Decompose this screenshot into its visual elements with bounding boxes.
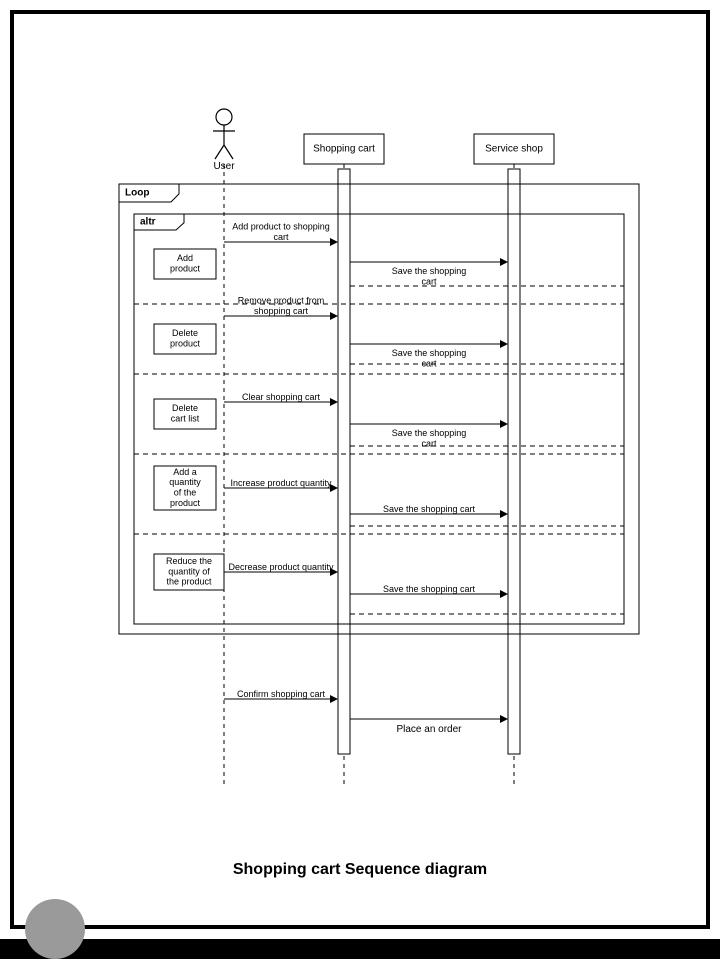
svg-text:Remove product from: Remove product from xyxy=(238,296,325,306)
svg-text:Reduce the: Reduce the xyxy=(166,556,212,566)
svg-text:Loop: Loop xyxy=(125,188,149,199)
svg-text:Add: Add xyxy=(177,253,193,263)
svg-text:Increase product quantity: Increase product quantity xyxy=(230,478,332,488)
svg-text:product: product xyxy=(170,498,201,508)
svg-text:quantity of: quantity of xyxy=(168,566,210,576)
svg-text:of the: of the xyxy=(174,488,197,498)
svg-text:Save the shopping: Save the shopping xyxy=(392,348,467,358)
svg-text:Shopping cart: Shopping cart xyxy=(313,144,375,155)
svg-text:Save the shopping cart: Save the shopping cart xyxy=(383,584,476,594)
svg-text:product: product xyxy=(170,264,201,274)
svg-text:Service shop: Service shop xyxy=(485,144,543,155)
sequence-diagram-svg: User Shopping cart Service shop Loop altr Add… xyxy=(14,14,706,925)
svg-text:Save the shopping: Save the shopping xyxy=(392,266,467,276)
svg-text:cart: cart xyxy=(273,232,289,242)
svg-text:Delete: Delete xyxy=(172,328,198,338)
svg-text:Add a: Add a xyxy=(173,467,197,477)
svg-text:Delete: Delete xyxy=(172,403,198,413)
svg-text:quantity: quantity xyxy=(169,477,201,487)
svg-text:cart list: cart list xyxy=(171,414,200,424)
svg-text:cart: cart xyxy=(421,358,437,368)
svg-text:shopping cart: shopping cart xyxy=(254,306,309,316)
svg-text:Place an order: Place an order xyxy=(396,724,462,735)
svg-text:cart: cart xyxy=(421,438,437,448)
svg-text:Clear shopping cart: Clear shopping cart xyxy=(242,392,321,402)
grey-knob xyxy=(25,899,85,959)
svg-text:the product: the product xyxy=(166,577,212,587)
svg-text:altr: altr xyxy=(140,217,156,228)
svg-text:Add product to shopping: Add product to shopping xyxy=(232,222,330,232)
svg-text:product: product xyxy=(170,339,201,349)
svg-text:Confirm shopping cart: Confirm shopping cart xyxy=(237,689,326,699)
svg-text:cart: cart xyxy=(421,276,437,286)
page: User Shopping cart Service shop Loop altr Add… xyxy=(0,0,720,939)
diagram-caption: Shopping cart Sequence diagram xyxy=(0,861,720,879)
svg-text:Save the shopping: Save the shopping xyxy=(392,428,467,438)
svg-text:Save the shopping cart: Save the shopping cart xyxy=(383,504,476,514)
svg-text:Decrease product quantity: Decrease product quantity xyxy=(228,562,334,572)
diagram-canvas: User Shopping cart Service shop Loop altr Add… xyxy=(14,14,706,925)
svg-text:User: User xyxy=(213,161,235,172)
